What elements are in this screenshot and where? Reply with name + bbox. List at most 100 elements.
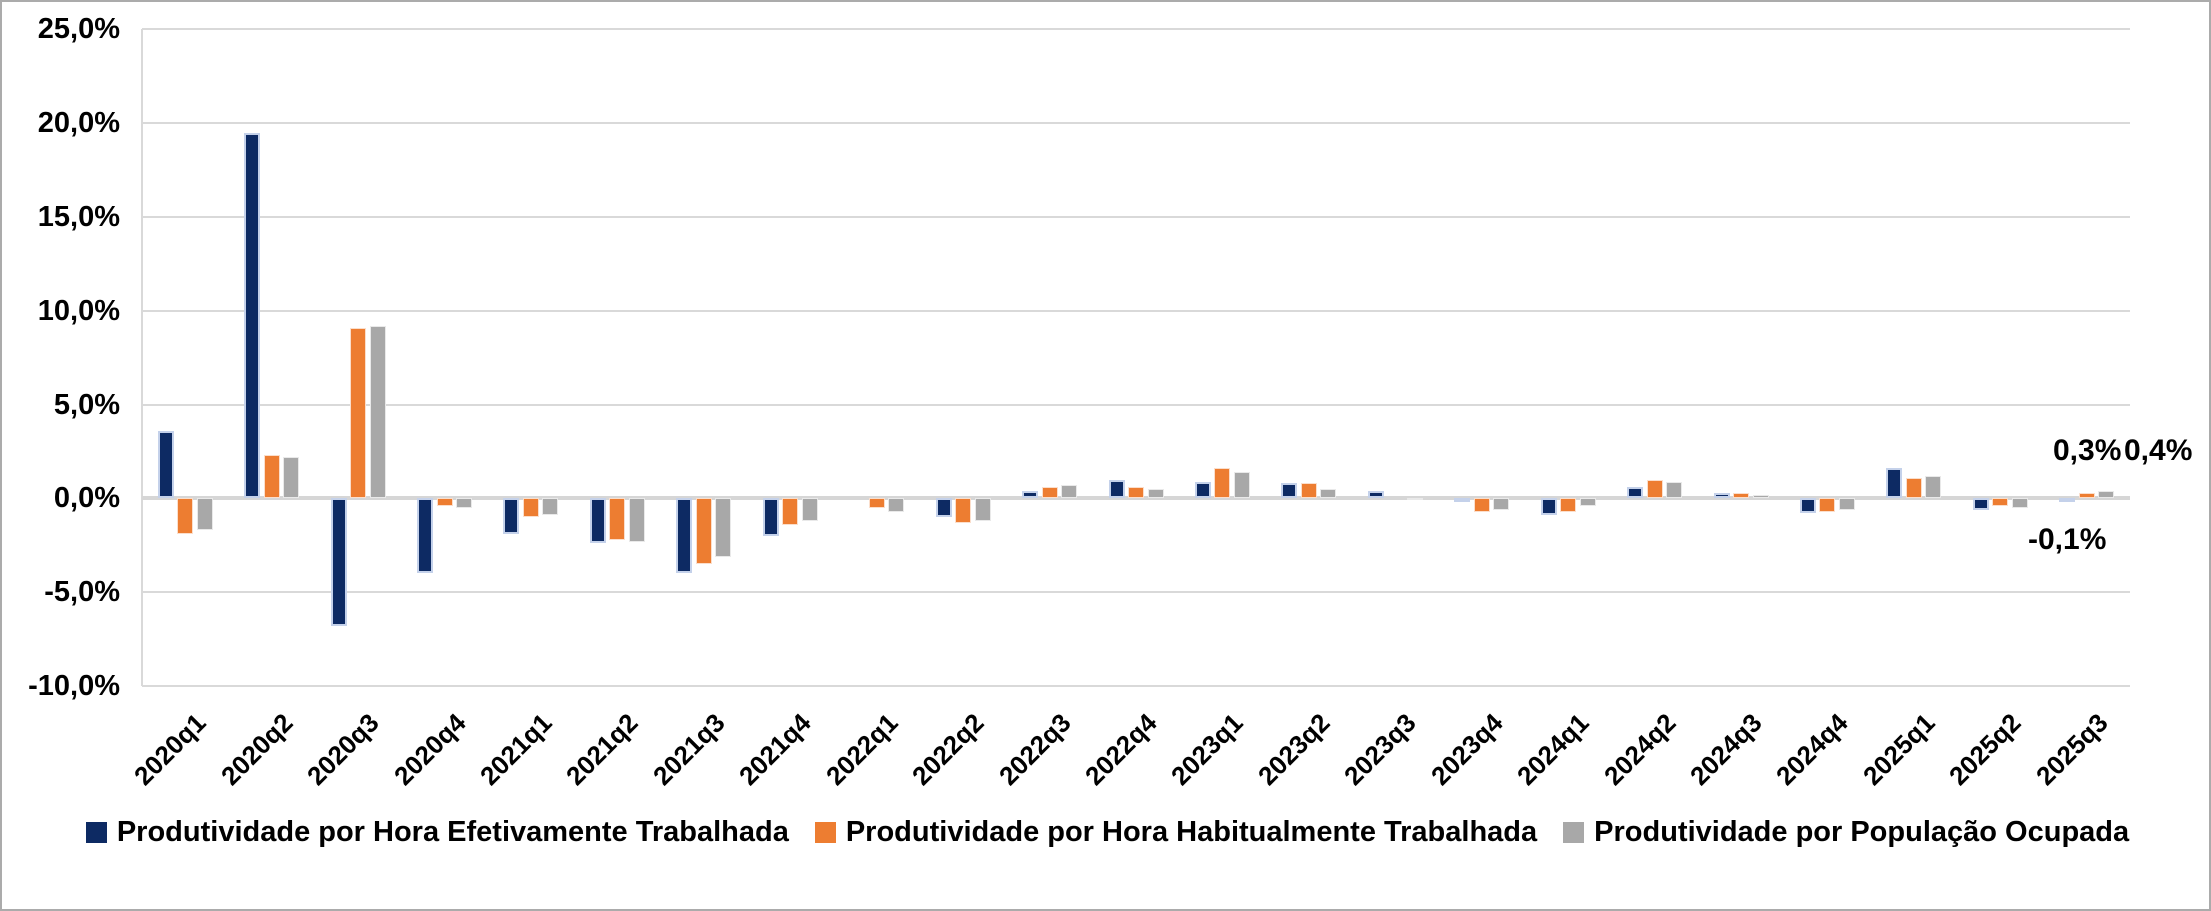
bar-2022q1-s1: [868, 498, 885, 508]
x-axis-label-2023q3: 2023q3: [1338, 707, 1422, 791]
y-axis-label: 5,0%: [53, 388, 120, 421]
bar-2022q3-s1: [1041, 487, 1058, 499]
legend-item-hora-habitualmente: Produtividade por Hora Habitualmente Tra…: [814, 815, 1538, 849]
bar-2022q3-s0: [1022, 490, 1039, 499]
bar-2020q1-s0: [157, 430, 174, 499]
bar-2022q4-s1: [1128, 487, 1144, 499]
bar-2021q1-s0: [503, 498, 520, 535]
x-axis-label-2025q2: 2025q2: [1943, 707, 2027, 791]
legend-label: Produtividade por Hora Efetivamente Trab…: [116, 815, 789, 848]
x-axis-label-2020q4: 2020q4: [387, 707, 472, 791]
gridline: [142, 309, 2130, 312]
bar-2022q2-s0: [935, 498, 952, 518]
bar-2025q3-s0: [2059, 498, 2076, 503]
zero-axis-line: [142, 496, 2130, 501]
bar-2022q1-s2: [888, 498, 905, 512]
bar-2021q1-s1: [522, 498, 539, 518]
bar-2021q3-s1: [695, 498, 712, 565]
bar-2025q3-s1: [2078, 492, 2095, 499]
gridline: [142, 591, 2130, 594]
bar-2020q4-s0: [417, 498, 434, 574]
data-label-blue-2025q3: -0,1%: [2028, 523, 2107, 556]
legend-label: Produtividade por População Ocupada: [1594, 815, 2130, 848]
y-axis-label: 20,0%: [37, 107, 120, 140]
gridline: [142, 684, 2130, 687]
bar-2021q3-s2: [715, 498, 732, 557]
bar-2025q2-s0: [1972, 498, 1989, 510]
legend-marker-gray-icon: [1563, 821, 1585, 843]
data-label-orange-2025q3: 0,3%: [2053, 434, 2122, 467]
x-axis-label-2024q4: 2024q4: [1770, 707, 1855, 791]
bar-2023q1-s1: [1214, 468, 1231, 499]
legend-item-hora-efetivamente: Produtividade por Hora Efetivamente Trab…: [85, 815, 789, 849]
legend-label: Produtividade por Hora Habitualmente Tra…: [845, 815, 1538, 848]
y-axis-label: 15,0%: [37, 201, 120, 234]
x-axis-label-2024q1: 2024q1: [1511, 707, 1595, 791]
bar-2025q2-s2: [2011, 498, 2028, 508]
bar-2022q4-s0: [1108, 479, 1125, 499]
bar-2020q1-s2: [196, 498, 213, 531]
x-axis-label-2025q1: 2025q1: [1856, 707, 1941, 791]
bar-2024q4-s2: [1838, 498, 1855, 510]
bar-2023q1-s2: [1233, 472, 1250, 499]
x-axis-label-2023q1: 2023q1: [1165, 707, 1250, 791]
x-axis-label-2024q2: 2024q2: [1597, 707, 1682, 791]
x-axis-label-2023q2: 2023q2: [1251, 707, 1336, 791]
x-axis-label-2021q2: 2021q2: [560, 707, 644, 791]
y-axis-label: -10,0%: [28, 669, 120, 702]
bar-2024q1-s0: [1540, 498, 1557, 516]
bar-2022q4-s2: [1147, 489, 1164, 499]
bar-2024q3-s1: [1733, 492, 1750, 499]
bar-2020q4-s1: [436, 498, 453, 506]
x-axis-label-2020q3: 2020q3: [301, 707, 385, 791]
bar-2023q3-s0: [1367, 490, 1384, 499]
bar-2020q4-s2: [456, 498, 473, 508]
legend-marker-orange-icon: [814, 821, 836, 843]
bar-2022q2-s1: [955, 498, 972, 523]
bar-2020q2-s1: [263, 455, 280, 499]
bar-2024q2-s2: [1666, 481, 1683, 499]
legend-marker-navy-icon: [85, 821, 107, 843]
bar-2024q2-s1: [1646, 479, 1663, 499]
x-axis-label-2020q2: 2020q2: [214, 707, 299, 791]
bar-2024q4-s1: [1819, 498, 1836, 512]
y-axis-label: -5,0%: [44, 576, 120, 609]
gridline: [142, 122, 2130, 125]
bar-2025q1-s1: [1905, 477, 1922, 499]
bar-2021q1-s2: [542, 498, 559, 516]
x-axis-label-2024q3: 2024q3: [1684, 707, 1768, 791]
bar-2020q2-s0: [244, 132, 261, 499]
bar-2021q4-s2: [801, 498, 818, 521]
bar-2020q2-s2: [283, 457, 300, 499]
x-axis-label-2022q3: 2022q3: [992, 707, 1077, 791]
x-axis-label-2025q3: 2025q3: [2029, 707, 2114, 791]
legend-item-populacao-ocupada: Produtividade por População Ocupada: [1563, 816, 2129, 849]
x-axis-label-2022q2: 2022q2: [906, 707, 990, 791]
bar-2020q3-s2: [369, 325, 386, 499]
data-label-gray-2025q3: 0,4%: [2124, 434, 2193, 467]
bar-2025q1-s2: [1925, 475, 1942, 499]
bar-2024q1-s1: [1560, 498, 1577, 512]
gridline: [142, 216, 2130, 219]
bar-2023q1-s0: [1194, 481, 1211, 499]
bar-2024q2-s0: [1627, 487, 1644, 499]
bar-2020q3-s1: [350, 327, 367, 499]
bar-2025q3-s2: [2098, 490, 2115, 499]
bar-2023q2-s1: [1300, 483, 1317, 499]
bar-2023q3-s2: [1406, 498, 1423, 501]
bar-2021q2-s0: [589, 498, 606, 544]
bar-2021q3-s0: [676, 498, 693, 574]
bar-2023q4-s2: [1493, 498, 1510, 510]
bar-2021q4-s1: [782, 498, 799, 525]
bar-2024q1-s2: [1579, 498, 1596, 506]
x-axis-label-2021q3: 2021q3: [646, 707, 731, 791]
bar-2024q3-s0: [1713, 492, 1730, 499]
bar-2024q3-s2: [1752, 494, 1769, 499]
bar-2025q1-s0: [1886, 468, 1903, 499]
y-axis-label: 0,0%: [53, 482, 120, 515]
bar-2022q2-s2: [974, 498, 991, 521]
bar-2023q2-s0: [1281, 483, 1298, 499]
gridline: [142, 28, 2130, 31]
